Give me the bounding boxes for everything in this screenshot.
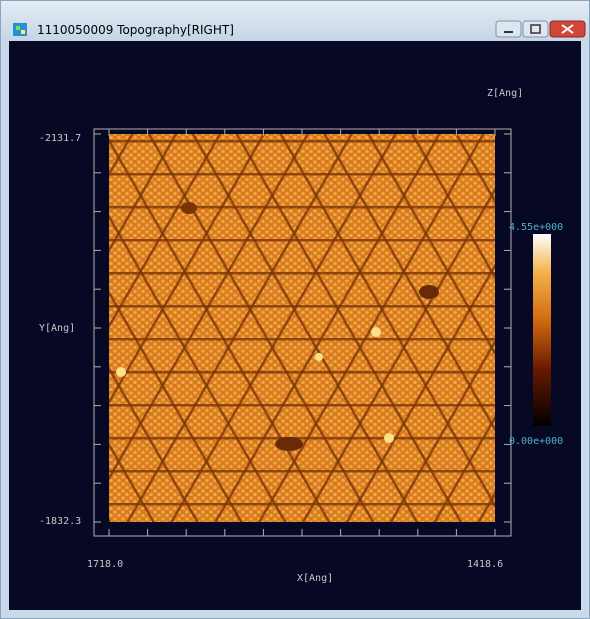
title-bar: 1110050009 Topography[RIGHT] (1, 1, 589, 41)
app-icon-detail (21, 30, 25, 34)
image-lattice (109, 134, 495, 522)
color-bar-max: 4.55e+000 (509, 222, 563, 233)
z-axis-label: Z[Ang] (487, 88, 523, 99)
app-icon-detail (16, 26, 20, 30)
window-title: 1110050009 Topography[RIGHT] (37, 23, 234, 37)
adatom (371, 327, 381, 337)
adatom (384, 433, 394, 443)
defect (419, 285, 439, 299)
topography-image (109, 134, 495, 522)
defect (275, 437, 303, 451)
x-axis-title: X[Ang] (297, 573, 333, 584)
color-bar-min: 0.00e+000 (509, 436, 563, 447)
y-axis-bottom-label: -1832.3 (39, 516, 81, 527)
color-bar (533, 234, 551, 426)
plot-area: Z[Ang] 4.55e+000 0.00e+000 -2131.7 Y[Ang… (9, 41, 581, 610)
y-axis-title: Y[Ang] (39, 323, 75, 334)
x-axis-left-label: 1718.0 (87, 559, 123, 570)
minimize-button[interactable] (496, 21, 521, 37)
y-axis-top-label: -2131.7 (39, 133, 81, 144)
adatom (315, 353, 323, 361)
maximize-button[interactable] (523, 21, 548, 37)
defect (181, 202, 197, 214)
x-axis-right-label: 1418.6 (467, 559, 503, 570)
topography-view: Z[Ang] 4.55e+000 0.00e+000 -2131.7 Y[Ang… (9, 41, 581, 610)
window: 1110050009 Topography[RIGHT] (0, 0, 590, 619)
adatom (116, 367, 126, 377)
